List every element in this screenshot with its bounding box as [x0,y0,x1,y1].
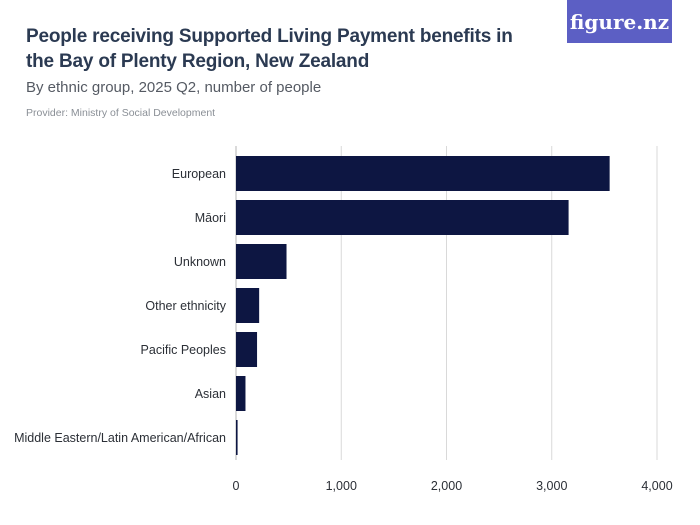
bars [236,156,610,455]
x-tick-label: 3,000 [536,479,567,493]
x-tick-label: 4,000 [641,479,672,493]
x-tick-label: 2,000 [431,479,462,493]
bar[interactable] [236,244,287,279]
bar[interactable] [236,420,238,455]
logo-text: figure.nz [569,9,670,34]
category-label: Middle Eastern/Latin American/African [14,431,226,445]
gridlines [235,146,658,460]
category-label: Asian [195,387,226,401]
bar[interactable] [236,156,610,191]
bar[interactable] [236,288,260,323]
bar[interactable] [236,332,258,367]
category-label: Unknown [174,255,226,269]
category-label: Other ethnicity [145,299,226,313]
category-label: European [172,167,226,181]
x-tick-label: 1,000 [326,479,357,493]
category-label: Pacific Peoples [141,343,226,357]
chart-subtitle: By ethnic group, 2025 Q2, number of peop… [26,79,322,96]
x-axis-tick-labels: 0 1,000 2,000 3,000 4,000 [233,479,673,493]
category-labels: European Māori Unknown Other ethnicity Pacif… [14,167,227,445]
figure-nz-logo[interactable]: figure.nz [567,0,672,43]
x-tick-label: 0 [233,479,240,493]
category-label: Māori [195,211,226,225]
bar[interactable] [236,200,569,235]
bar[interactable] [236,376,246,411]
chart-title: People receiving Supported Living Paymen… [26,26,513,72]
data-provider: Provider: Ministry of Social Development [26,107,216,119]
